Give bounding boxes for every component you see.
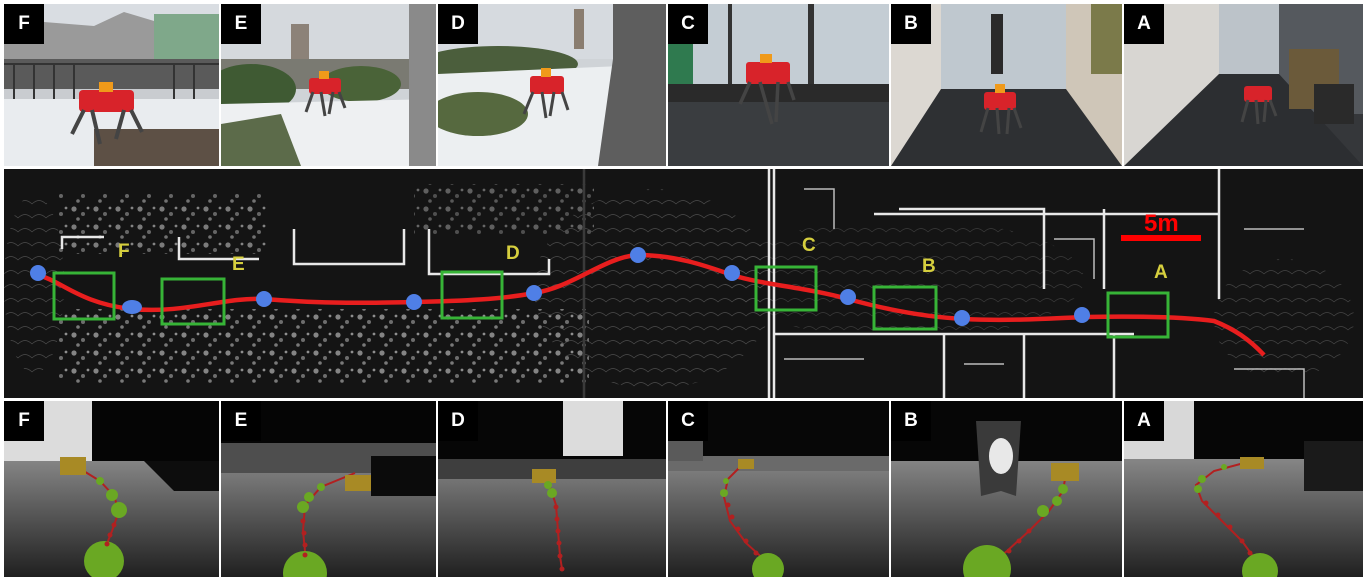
- depth-label-b: B: [891, 401, 931, 441]
- location-box-e: [160, 277, 226, 326]
- panel-label-b: B: [891, 4, 931, 44]
- depth-image-b: [891, 401, 1122, 577]
- indoor-window-scene-c: [668, 4, 889, 166]
- legged-robot-b: [979, 84, 1023, 135]
- depth-panel-a: A: [1124, 401, 1363, 577]
- depth-label-f: F: [4, 401, 44, 441]
- waypoint: [724, 265, 740, 281]
- location-box-f: [52, 271, 116, 321]
- depth-panel-d: D: [438, 401, 666, 577]
- depth-image-e: [221, 401, 436, 577]
- panel-label-a: A: [1124, 4, 1164, 44]
- panel-label-c: C: [668, 4, 708, 44]
- person: [991, 14, 1003, 74]
- depth-panel-f: F: [4, 401, 219, 577]
- scale-label: 5m: [1144, 210, 1179, 237]
- photo-panel-c: C: [668, 4, 889, 166]
- depth-image-c: [668, 401, 889, 577]
- depth-label-c: C: [668, 401, 708, 441]
- rooftop-scene-f: [4, 4, 219, 166]
- map-label-a: A: [1154, 262, 1168, 283]
- map-canvas: F E D C B A 5m: [4, 169, 1363, 398]
- map-label-b: B: [922, 256, 936, 277]
- location-box-b: [872, 285, 938, 331]
- lidar-map: F E D C B A 5m: [4, 169, 1363, 398]
- legged-robot-d: [522, 68, 570, 119]
- photo-panel-e: E: [221, 4, 436, 166]
- map-label-e: E: [232, 254, 245, 275]
- depth-label-d: D: [438, 401, 478, 441]
- depth-panel-b: B: [891, 401, 1122, 577]
- depth-label-e: E: [221, 401, 261, 441]
- depth-label-a: A: [1124, 401, 1164, 441]
- map-label-c: C: [802, 235, 816, 256]
- depth-panel-c: C: [668, 401, 889, 577]
- photo-panel-f: F: [4, 4, 219, 166]
- waypoint: [840, 289, 856, 305]
- legged-robot-e: [304, 71, 347, 117]
- location-box-a: [1106, 291, 1170, 339]
- map-label-f: F: [118, 241, 130, 262]
- waypoints: [30, 247, 1090, 326]
- location-box-c: [754, 265, 818, 312]
- depth-panel-e: E: [221, 401, 436, 577]
- photo-panel-d: D: [438, 4, 666, 166]
- legged-robot-a: [1240, 86, 1278, 125]
- legged-robot-f: [70, 82, 144, 145]
- waypoint: [954, 310, 970, 326]
- scale-bar: [1121, 235, 1201, 241]
- waypoint: [406, 294, 422, 310]
- panel-label-f: F: [4, 4, 44, 44]
- waypoint: [1074, 307, 1090, 323]
- map-label-d: D: [506, 243, 520, 264]
- panel-label-d: D: [438, 4, 478, 44]
- photo-panel-a: A: [1124, 4, 1363, 166]
- photo-panel-b: B: [891, 4, 1122, 166]
- legged-robot-c: [738, 54, 796, 125]
- waypoint: [256, 291, 272, 307]
- waypoint: [30, 265, 46, 281]
- panel-label-e: E: [221, 4, 261, 44]
- waypoint: [526, 285, 542, 301]
- garden-path-scene-d: [438, 4, 666, 166]
- location-box-d: [440, 270, 504, 320]
- hallway-scene-a: [1124, 4, 1363, 166]
- waypoint: [122, 300, 142, 314]
- waypoint: [630, 247, 646, 263]
